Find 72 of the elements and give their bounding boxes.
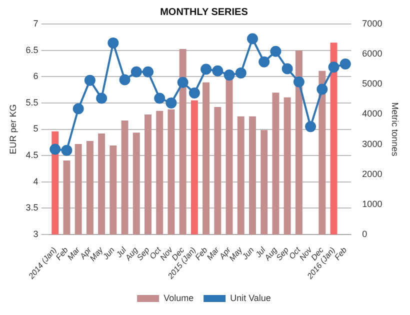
point (166, 97, 177, 108)
y2-tick-label: 4000 (362, 108, 382, 119)
point (142, 66, 154, 78)
point (119, 74, 130, 86)
point (224, 70, 235, 81)
bar (260, 130, 268, 235)
y2-tick-label: 0 (362, 229, 368, 240)
y2-tick-label: 3000 (362, 138, 382, 149)
bar (168, 109, 175, 235)
y2-axis-title: Metric tonnes (390, 102, 400, 157)
bar (249, 116, 256, 235)
y2-tick-label: 6000 (362, 48, 382, 59)
point (316, 84, 328, 95)
bar (295, 50, 302, 235)
y-tick-label: 5 (33, 124, 38, 134)
point (188, 87, 200, 98)
point (84, 74, 96, 86)
point (108, 37, 119, 48)
bar (132, 132, 140, 235)
y-tick-label: 4 (33, 176, 38, 186)
bar (121, 120, 128, 235)
point (61, 144, 72, 156)
point (282, 63, 293, 74)
y-axis-title: EUR per KG (8, 104, 18, 154)
point (340, 58, 351, 70)
bar (190, 100, 198, 235)
bar (98, 133, 106, 235)
point (154, 92, 166, 104)
point (50, 144, 61, 155)
bar (144, 114, 152, 235)
bar (214, 107, 222, 235)
point (130, 66, 142, 78)
point (293, 76, 304, 88)
point (96, 92, 108, 104)
bar (272, 92, 280, 235)
bar (86, 140, 94, 235)
point (177, 76, 188, 88)
y-tick-label: 4.5 (26, 150, 38, 160)
bar (110, 146, 117, 235)
bar (284, 97, 291, 235)
x-tick-label: Jul (253, 245, 268, 260)
point (270, 46, 282, 57)
point (246, 33, 258, 44)
bar (226, 77, 233, 235)
y2-tick-label: 2000 (362, 168, 382, 179)
bar (179, 48, 186, 235)
point (212, 65, 224, 76)
legend-label: Volume (164, 292, 194, 303)
bar (156, 110, 164, 235)
chart-title: MONTHLY SERIES (160, 6, 248, 18)
y2-tick-label: 5000 (362, 78, 382, 89)
y-tick-label: 6.5 (26, 44, 38, 55)
y2-tick-label: 7000 (362, 18, 382, 28)
point (72, 103, 84, 114)
bar (52, 131, 59, 235)
y-tick-label: 6 (33, 71, 38, 82)
legend-label: Unit Value (230, 292, 271, 303)
point (235, 67, 246, 78)
bar (63, 160, 70, 235)
point (258, 56, 270, 68)
y-tick-label: 3.5 (26, 202, 38, 213)
bar (74, 144, 82, 235)
y-tick-label: 5.5 (26, 97, 38, 108)
bar (202, 82, 210, 235)
bar (318, 70, 326, 235)
point (328, 62, 340, 73)
y-tick-label: 3 (33, 229, 38, 240)
y-tick-label: 7 (33, 18, 38, 28)
point (305, 121, 316, 132)
y2-tick-label: 1000 (362, 198, 382, 209)
point (200, 64, 212, 75)
bar (237, 116, 244, 235)
